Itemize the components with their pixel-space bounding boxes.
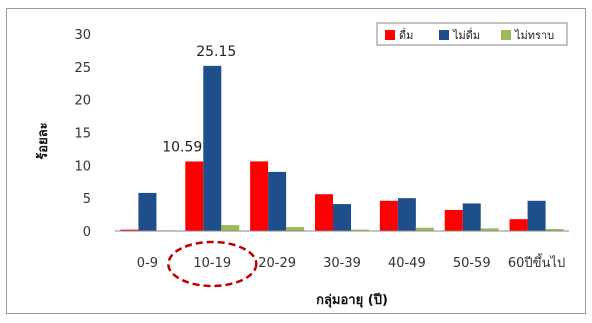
y-tick-label: 20 xyxy=(74,94,91,109)
bar xyxy=(286,227,305,231)
bars xyxy=(120,65,564,231)
bar xyxy=(480,228,499,231)
bar xyxy=(397,198,416,231)
bar xyxy=(203,65,222,231)
bar xyxy=(509,219,528,231)
y-tick-label: 15 xyxy=(74,127,91,142)
y-tick-label: 10 xyxy=(74,159,91,174)
y-tick-label: 5 xyxy=(83,192,91,207)
bar xyxy=(415,227,434,231)
bar xyxy=(120,229,139,231)
annotations: 10.59 25.15 xyxy=(162,44,236,156)
y-axis-title: ร้อยละ xyxy=(35,122,51,159)
bar xyxy=(250,161,269,231)
legend: ดื่ม ไม่ดื่ม ไม่ทราบ xyxy=(376,22,568,46)
legend-label: ไม่ทราบ xyxy=(514,29,554,42)
x-axis-ticks: 0-9 10-19 20-29 30-39 40-49 50-59 60ปีขึ้นไป xyxy=(137,253,565,271)
x-tick-label: 50-59 xyxy=(453,256,491,271)
bar xyxy=(315,194,333,231)
bar xyxy=(185,161,204,231)
bar xyxy=(444,209,463,231)
y-tick-label: 30 xyxy=(74,28,91,43)
highlight-ellipse xyxy=(167,240,258,288)
legend-swatch xyxy=(501,30,511,40)
y-tick-label: 25 xyxy=(74,61,91,76)
y-tick-label: 0 xyxy=(83,225,91,240)
bar-chart: 0 5 10 15 20 25 30 0-9 10-19 20-29 30-39 40-49 50-5… xyxy=(35,22,569,308)
x-tick-label: 40-49 xyxy=(388,256,426,271)
legend-label: ไม่ดื่ม xyxy=(452,27,480,42)
legend-label: ดื่ม xyxy=(399,27,413,42)
x-tick-label: 20-29 xyxy=(258,256,296,271)
x-tick-label: 0-9 xyxy=(137,256,158,271)
bar xyxy=(268,171,287,231)
bar xyxy=(138,192,157,231)
x-tick-label: 60ปีขึ้นไป xyxy=(508,253,565,271)
bar xyxy=(379,200,398,231)
x-tick-label: 10-19 xyxy=(193,256,231,271)
y-axis-ticks: 0 5 10 15 20 25 30 xyxy=(74,28,91,240)
bar xyxy=(333,204,351,231)
x-axis-title: กลุ่มอายุ (ปี) xyxy=(316,292,388,308)
data-label: 10.59 xyxy=(162,139,202,155)
legend-box xyxy=(376,22,568,46)
x-tick-label: 30-39 xyxy=(323,256,361,271)
bar xyxy=(545,229,564,231)
bar xyxy=(221,225,240,231)
bar xyxy=(527,200,546,231)
bar xyxy=(462,203,481,231)
bar xyxy=(351,229,369,231)
legend-swatch xyxy=(439,30,449,40)
chart-frame: 0 5 10 15 20 25 30 0-9 10-19 20-29 30-39 40-49 50-5… xyxy=(6,8,586,314)
legend-swatch xyxy=(385,30,395,40)
data-label: 25.15 xyxy=(196,44,236,60)
